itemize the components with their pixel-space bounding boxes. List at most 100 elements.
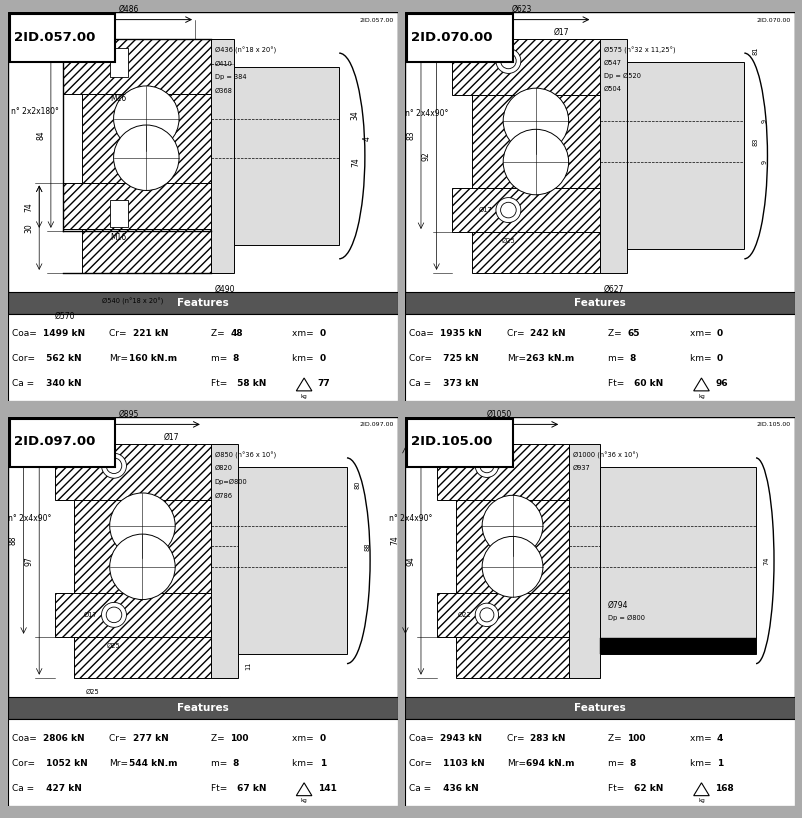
Text: 92: 92 bbox=[421, 151, 430, 161]
Text: kg: kg bbox=[697, 393, 704, 398]
Text: Ø17: Ø17 bbox=[553, 28, 569, 37]
Text: 2ID.070.00: 2ID.070.00 bbox=[755, 18, 790, 23]
Circle shape bbox=[475, 454, 498, 478]
Text: 9: 9 bbox=[761, 119, 767, 123]
Text: Mr=: Mr= bbox=[109, 354, 128, 363]
Text: Ft=: Ft= bbox=[607, 380, 626, 389]
Text: 427 kN: 427 kN bbox=[43, 784, 82, 793]
Text: 4: 4 bbox=[362, 136, 371, 141]
Text: 30: 30 bbox=[24, 222, 34, 232]
Text: m=: m= bbox=[210, 759, 229, 768]
Text: Ca =: Ca = bbox=[12, 380, 37, 389]
Text: M16: M16 bbox=[111, 233, 127, 242]
Text: 77: 77 bbox=[318, 380, 330, 389]
Bar bbox=[405, 718, 794, 807]
Text: Cor=: Cor= bbox=[12, 354, 38, 363]
Text: Features: Features bbox=[176, 298, 229, 308]
Text: Ø786: Ø786 bbox=[214, 492, 233, 499]
Text: Cr=: Cr= bbox=[506, 330, 526, 339]
Bar bbox=[407, 14, 512, 62]
Text: Cor=: Cor= bbox=[12, 759, 38, 768]
Text: Ø25: Ø25 bbox=[478, 58, 492, 64]
Text: Ft=: Ft= bbox=[210, 784, 229, 793]
Text: 2ID.070.00: 2ID.070.00 bbox=[411, 30, 492, 43]
Circle shape bbox=[503, 129, 568, 195]
Text: 168: 168 bbox=[715, 784, 733, 793]
Bar bbox=[599, 467, 755, 654]
Text: 83: 83 bbox=[406, 131, 415, 141]
Text: 0: 0 bbox=[716, 330, 723, 339]
Text: Z=: Z= bbox=[210, 734, 227, 743]
Text: Ø436 (n°18 x 20°): Ø436 (n°18 x 20°) bbox=[214, 47, 275, 54]
Text: Ø1050: Ø1050 bbox=[486, 410, 511, 419]
Circle shape bbox=[480, 608, 493, 622]
Text: Ø623: Ø623 bbox=[512, 5, 532, 14]
Text: 2943 kN: 2943 kN bbox=[440, 734, 482, 743]
Bar bbox=[569, 444, 599, 677]
Text: 2ID.057.00: 2ID.057.00 bbox=[14, 30, 95, 43]
Circle shape bbox=[480, 459, 493, 473]
Circle shape bbox=[481, 496, 542, 556]
Text: Ca =: Ca = bbox=[12, 784, 37, 793]
Bar bbox=[471, 232, 599, 273]
Text: 96: 96 bbox=[715, 380, 727, 389]
Text: m=: m= bbox=[607, 354, 626, 363]
Text: 1499 kN: 1499 kN bbox=[43, 330, 85, 339]
Text: Dp = Ø520: Dp = Ø520 bbox=[603, 73, 640, 79]
Text: Ø820: Ø820 bbox=[214, 465, 233, 471]
Text: Ø17: Ø17 bbox=[478, 207, 492, 213]
Text: Z=: Z= bbox=[607, 330, 624, 339]
Text: 83: 83 bbox=[751, 137, 757, 146]
Text: Cr=: Cr= bbox=[109, 330, 130, 339]
Text: 283 kN: 283 kN bbox=[529, 734, 565, 743]
Text: 60 kN: 60 kN bbox=[630, 380, 662, 389]
Text: Ø490: Ø490 bbox=[214, 285, 235, 294]
Circle shape bbox=[500, 53, 516, 69]
Text: Cr=: Cr= bbox=[506, 734, 526, 743]
Text: Ø547: Ø547 bbox=[603, 60, 622, 65]
Circle shape bbox=[475, 603, 498, 627]
Text: 0: 0 bbox=[319, 330, 326, 339]
Text: Coa=: Coa= bbox=[409, 330, 436, 339]
Text: 34: 34 bbox=[350, 110, 359, 119]
Text: m=: m= bbox=[210, 354, 229, 363]
Text: Cr=: Cr= bbox=[109, 734, 130, 743]
Text: Coa=: Coa= bbox=[409, 734, 436, 743]
Text: Cor=: Cor= bbox=[409, 354, 435, 363]
Text: Ø944 (n°36 x 10°): Ø944 (n°36 x 10°) bbox=[78, 711, 139, 718]
Bar bbox=[452, 188, 599, 232]
Text: 2ID.057.00: 2ID.057.00 bbox=[359, 18, 393, 23]
Bar bbox=[407, 419, 512, 467]
Text: Ca =: Ca = bbox=[409, 380, 434, 389]
Text: 1: 1 bbox=[319, 759, 326, 768]
Circle shape bbox=[481, 537, 542, 597]
Text: 373 kN: 373 kN bbox=[440, 380, 479, 389]
Text: kg: kg bbox=[301, 798, 307, 803]
Bar bbox=[237, 467, 346, 654]
Text: Ø937: Ø937 bbox=[572, 465, 590, 471]
Text: 100: 100 bbox=[230, 734, 249, 743]
Text: Ø25: Ø25 bbox=[107, 643, 121, 649]
Text: Dp = 384: Dp = 384 bbox=[214, 74, 246, 80]
Text: 8: 8 bbox=[230, 354, 239, 363]
Circle shape bbox=[110, 534, 175, 600]
Circle shape bbox=[113, 125, 179, 191]
Text: 562 kN: 562 kN bbox=[43, 354, 82, 363]
Bar bbox=[599, 39, 626, 273]
Bar bbox=[405, 697, 794, 718]
Bar bbox=[8, 292, 397, 314]
Text: Ø895: Ø895 bbox=[119, 410, 139, 419]
Bar bbox=[63, 39, 210, 94]
Bar bbox=[82, 229, 210, 273]
Text: xm=: xm= bbox=[689, 734, 714, 743]
Text: Ø540 (n°18 x 20°): Ø540 (n°18 x 20°) bbox=[101, 298, 163, 305]
Text: 74: 74 bbox=[24, 202, 34, 212]
Bar bbox=[210, 39, 233, 273]
Text: Z=: Z= bbox=[607, 734, 624, 743]
Text: Z=: Z= bbox=[210, 330, 227, 339]
Bar bbox=[456, 636, 569, 677]
Text: Ft=: Ft= bbox=[607, 784, 626, 793]
Text: 65: 65 bbox=[626, 330, 639, 339]
Text: 141: 141 bbox=[318, 784, 336, 793]
Text: 11: 11 bbox=[245, 662, 251, 670]
